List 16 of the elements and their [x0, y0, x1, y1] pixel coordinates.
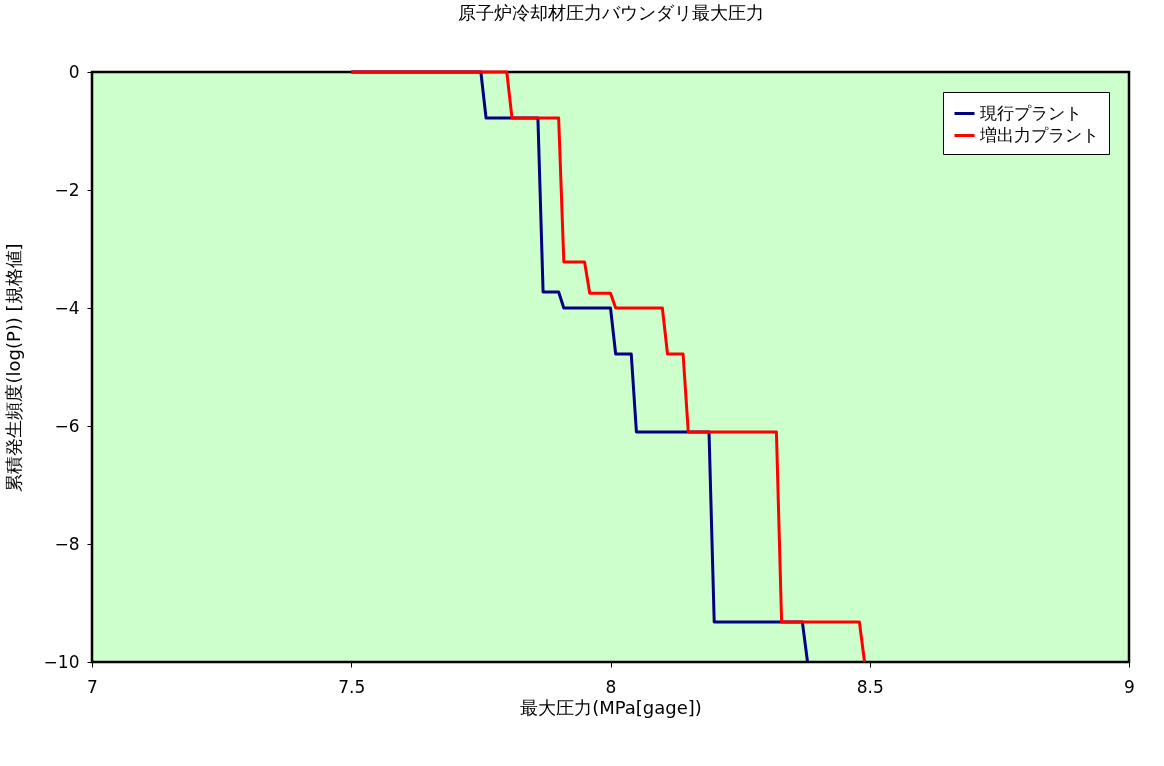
- y-tick-label: −6: [54, 415, 80, 436]
- y-tick-label: 0: [68, 61, 80, 82]
- y-axis-title: 累積発生頻度(log(P)) [規格値]: [2, 243, 24, 492]
- y-tick-label: −4: [54, 297, 80, 318]
- x-tick-label: 7.5: [338, 676, 366, 697]
- x-tick-label: 9: [1124, 676, 1135, 697]
- legend-label: 現行プラント: [980, 102, 1082, 123]
- chart-title: 原子炉冷却材圧力バウンダリ最大圧力: [457, 2, 764, 23]
- y-tick-label: −8: [54, 533, 80, 554]
- x-tick-label: 7: [87, 676, 98, 697]
- x-tick-label: 8: [605, 676, 617, 697]
- x-tick-label: 8.5: [856, 676, 884, 697]
- y-tick-label: −2: [54, 179, 80, 200]
- y-tick-label: −10: [43, 651, 80, 672]
- legend-label: 増出力プラント: [979, 124, 1099, 145]
- x-axis-title: 最大圧力(MPa[gage]): [520, 696, 702, 718]
